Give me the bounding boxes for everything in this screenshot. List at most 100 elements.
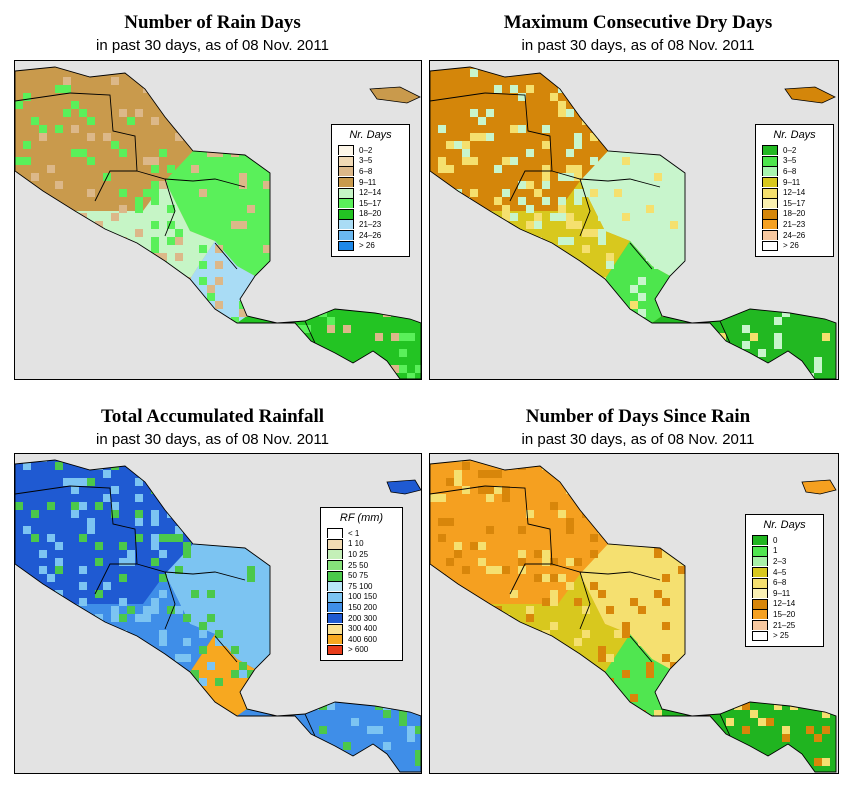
panel-total-rainfall: Total Accumulated Rainfall in past 30 da… bbox=[0, 396, 425, 793]
island bbox=[784, 86, 836, 104]
legend-label: 12–14 bbox=[773, 599, 796, 609]
panel-rain-days: Number of Rain Days in past 30 days, as … bbox=[0, 0, 425, 396]
legend-label: 150 200 bbox=[348, 602, 377, 612]
country-border bbox=[579, 178, 591, 237]
legend-item: 12–14 bbox=[752, 598, 817, 610]
legend-item: 50 75 bbox=[327, 570, 396, 581]
legend-title: RF (mm) bbox=[339, 512, 384, 524]
region-costa bbox=[605, 241, 670, 323]
panel-subtitle: in past 30 days, as of 08 Nov. 2011 bbox=[521, 431, 755, 448]
legend-item: 4–5 bbox=[752, 567, 817, 578]
panel-subtitle: in past 30 days, as of 08 Nov. 2011 bbox=[521, 37, 755, 54]
country-border bbox=[15, 485, 71, 495]
legend-swatch bbox=[338, 230, 354, 241]
legend-swatch bbox=[752, 630, 768, 641]
region-nicaragua bbox=[580, 151, 685, 276]
legend-label: > 600 bbox=[348, 645, 369, 655]
legend-item: 9–11 bbox=[762, 177, 827, 188]
panel-title: Number of Rain Days bbox=[124, 12, 301, 33]
legend-swatch bbox=[752, 609, 768, 620]
legend-label: 18–20 bbox=[359, 209, 382, 219]
country-border bbox=[430, 485, 486, 495]
legend-item: 0–2 bbox=[762, 145, 827, 156]
legend-item: 15–20 bbox=[752, 609, 817, 620]
legend-swatch bbox=[338, 240, 354, 251]
legend-swatch bbox=[338, 208, 354, 219]
legend-label: 15–17 bbox=[783, 198, 806, 208]
panel-title: Maximum Consecutive Dry Days bbox=[503, 12, 773, 33]
legend-item: 24–26 bbox=[338, 230, 403, 241]
country-border bbox=[304, 320, 316, 344]
legend-item: 24–26 bbox=[762, 230, 827, 241]
legend-swatch bbox=[338, 177, 354, 188]
legend-swatch bbox=[762, 145, 778, 156]
legend-swatch bbox=[752, 556, 768, 567]
legend-label: > 26 bbox=[359, 241, 375, 251]
legend-item: 3–5 bbox=[762, 155, 827, 167]
legend-label: 6–8 bbox=[773, 578, 787, 588]
legend-swatch bbox=[327, 581, 343, 592]
legend-label: 50 75 bbox=[348, 571, 369, 581]
legend-swatch bbox=[327, 644, 343, 655]
country-border bbox=[719, 713, 731, 737]
legend-label: 6–8 bbox=[783, 166, 797, 176]
legend-label: > 26 bbox=[783, 241, 799, 251]
legend-label: < 1 bbox=[348, 528, 360, 538]
panel-title: Number of Days Since Rain bbox=[525, 406, 751, 427]
legend-label: 1 bbox=[773, 546, 778, 556]
legend-item: 400 600 bbox=[327, 634, 396, 645]
legend-label: 200 300 bbox=[348, 613, 377, 623]
legend-label: > 25 bbox=[773, 631, 789, 641]
legend-swatch bbox=[327, 623, 343, 634]
coastline bbox=[15, 66, 421, 379]
legend-swatch bbox=[338, 219, 354, 230]
country-border bbox=[136, 563, 246, 581]
legend-label: 12–14 bbox=[359, 188, 382, 198]
coastline bbox=[15, 459, 421, 773]
legend-swatch bbox=[762, 166, 778, 177]
legend-swatch bbox=[338, 155, 354, 166]
legend-item: 12–14 bbox=[762, 187, 827, 198]
legend-item: 100 150 bbox=[327, 591, 396, 603]
coastline bbox=[430, 459, 837, 773]
legend: Nr. Days 0 1 2–3 4–5 6–8 9–11 12–14 15–20 21–25 >… bbox=[745, 514, 824, 647]
legend-item: 6–8 bbox=[338, 166, 403, 177]
country-border bbox=[69, 485, 138, 595]
legend-swatch bbox=[338, 198, 354, 209]
legend-swatch bbox=[327, 549, 343, 560]
legend-item: 25 50 bbox=[327, 560, 396, 571]
region-south bbox=[652, 702, 836, 772]
legend-swatch bbox=[327, 560, 343, 571]
legend-swatch bbox=[762, 219, 778, 230]
coastline bbox=[430, 66, 837, 379]
map-graphic bbox=[430, 459, 837, 773]
legend-swatch bbox=[752, 567, 768, 578]
country-border bbox=[164, 571, 176, 630]
legend-label: 24–26 bbox=[359, 230, 382, 240]
legend-swatch bbox=[762, 187, 778, 198]
legend-rows: 0–2 3–5 6–8 9–11 12–14 15–17 18–20 21–23 24–26 > … bbox=[338, 145, 403, 251]
legend-item: 10 25 bbox=[327, 549, 396, 560]
legend-item: 200 300 bbox=[327, 613, 396, 624]
legend-label: 24–26 bbox=[783, 230, 806, 240]
legend-swatch bbox=[327, 591, 343, 602]
legend-rows: 0–2 3–5 6–8 9–11 12–14 15–17 18–20 21–23 24–26 > … bbox=[762, 145, 827, 251]
legend-label: 15–20 bbox=[773, 609, 796, 619]
legend-swatch bbox=[327, 634, 343, 645]
panel-title: Total Accumulated Rainfall bbox=[100, 406, 325, 427]
legend-label: 1 10 bbox=[348, 539, 364, 549]
legend-label: 25 50 bbox=[348, 560, 369, 570]
country-border bbox=[430, 92, 486, 102]
legend-item: > 600 bbox=[327, 644, 396, 656]
country-border bbox=[214, 242, 238, 270]
legend-item: 0 bbox=[752, 535, 817, 546]
legend-label: 21–23 bbox=[783, 219, 806, 229]
panel-subtitle: in past 30 days, as of 08 Nov. 2011 bbox=[96, 431, 329, 448]
legend-item: 18–20 bbox=[338, 208, 403, 220]
legend-label: 21–23 bbox=[359, 219, 382, 229]
legend-item: 150 200 bbox=[327, 602, 396, 613]
legend-swatch bbox=[327, 602, 343, 613]
legend-item: 12–14 bbox=[338, 187, 403, 198]
legend: Nr. Days 0–2 3–5 6–8 9–11 12–14 15–17 18–20 21–… bbox=[331, 124, 410, 257]
